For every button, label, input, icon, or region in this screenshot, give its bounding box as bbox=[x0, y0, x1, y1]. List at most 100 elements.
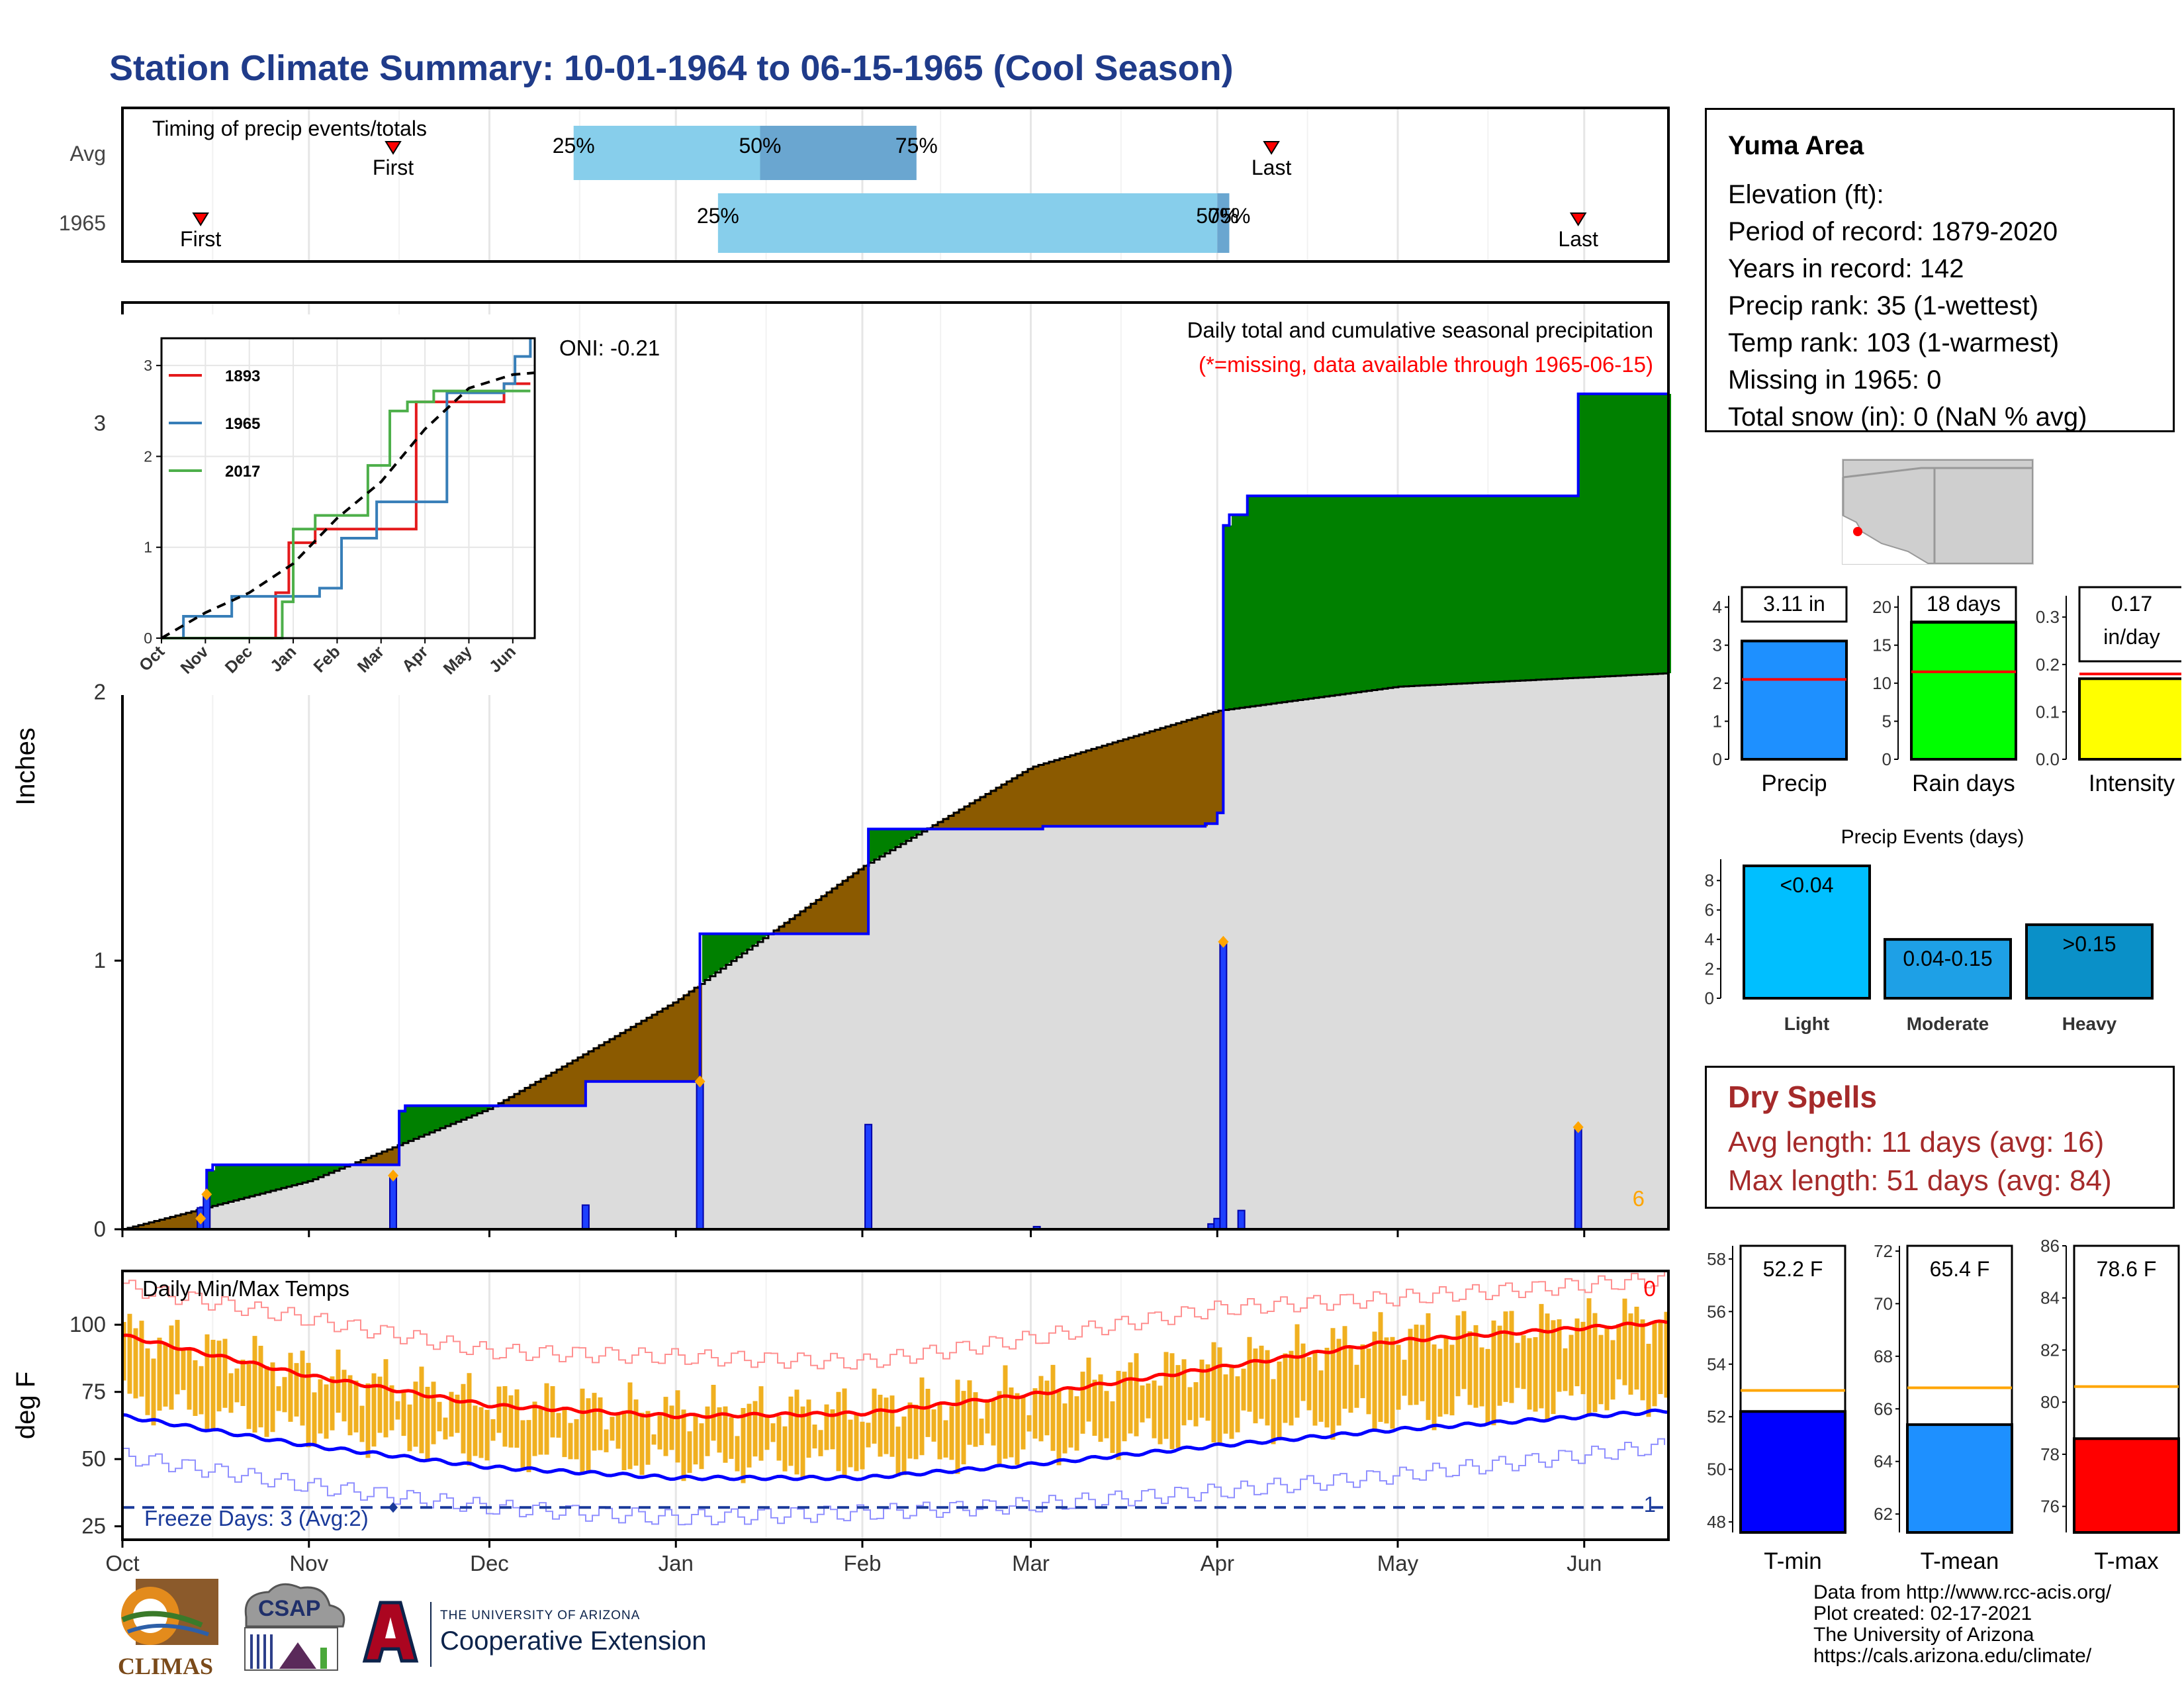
info-precip-rank: Precip rank: 35 (1-wettest) bbox=[1728, 291, 2039, 320]
above-average-area bbox=[202, 393, 1671, 1209]
summary-y-tick-label: 3 bbox=[1713, 635, 1722, 655]
precip-events-chart: Precip Events (days) 0 2 4 6 8 <0.04 Light 0.04… bbox=[1705, 826, 2154, 1034]
events-y-tick-label: 8 bbox=[1705, 870, 1714, 890]
events-bar-heavy bbox=[2025, 923, 2154, 1000]
summary-y-tick-label: 4 bbox=[1713, 597, 1722, 617]
temp-summary-category-label: T-mean bbox=[1921, 1548, 1999, 1574]
events-y-tick-label: 0 bbox=[1705, 988, 1714, 1008]
precip-ylabel: Inches bbox=[11, 727, 40, 806]
timing-bar-50-75 bbox=[1217, 193, 1230, 253]
summary-value-box bbox=[1741, 586, 1848, 623]
ua-divider bbox=[430, 1602, 432, 1667]
credits: Data from http://www.rcc-acis.org/ Plot … bbox=[1813, 1582, 2111, 1667]
x-tick-label: Apr bbox=[1201, 1551, 1234, 1575]
temp-summary-bars: 48 50 52 54 56 58 52.2 F T-min 62 64 66 68 70 72 65.4 … bbox=[1707, 1238, 2180, 1574]
timing-first-label: First bbox=[180, 227, 221, 251]
precip-y-tick-label: 1 bbox=[94, 948, 106, 972]
timing-p50-label: 50% bbox=[1196, 204, 1238, 228]
summary-y-tick-label: 10 bbox=[1872, 673, 1891, 693]
events-category-label: Heavy bbox=[2062, 1013, 2117, 1034]
season-cumulative-line bbox=[122, 392, 1668, 1231]
timing-bar-25-50 bbox=[573, 126, 760, 180]
temp-title: Daily Min/Max Temps bbox=[142, 1276, 349, 1301]
events-bar-label: 0.04-0.15 bbox=[1903, 947, 1992, 970]
normal-max-temp-line bbox=[122, 1319, 1668, 1419]
station-name: Yuma Area bbox=[1728, 131, 1864, 160]
ua-logo bbox=[361, 1599, 420, 1671]
summary-value-label: 3.11 in bbox=[1763, 592, 1825, 616]
summary-y-tick-label: 0.3 bbox=[2036, 607, 2060, 627]
info-missing: Missing in 1965: 0 bbox=[1728, 365, 1942, 395]
timing-p25-label: 25% bbox=[697, 204, 739, 228]
timing-last-label: Last bbox=[1558, 227, 1598, 251]
x-tick-label: Mar bbox=[1012, 1551, 1050, 1575]
temp-summary-y-tick-label: 56 bbox=[1707, 1301, 1726, 1321]
timing-bar-25-50 bbox=[717, 193, 1218, 253]
precip-y-tick-label: 0 bbox=[94, 1217, 106, 1241]
dry-spells-box: Dry Spells Avg length: 11 days (avg: 16)… bbox=[1705, 1066, 2175, 1209]
timing-first-label: First bbox=[373, 156, 414, 179]
info-period: Period of record: 1879-2020 bbox=[1728, 217, 2058, 246]
daily-precip-bar bbox=[864, 1123, 873, 1230]
temp-summary-y-tick-label: 66 bbox=[1874, 1399, 1893, 1419]
temp-summary-bar-t-min bbox=[1739, 1410, 1846, 1534]
daily-precip-marker bbox=[201, 1188, 212, 1201]
dry-spells-avg: Avg length: 11 days (avg: 16) bbox=[1728, 1126, 2105, 1158]
precip-events-title: Precip Events (days) bbox=[1841, 826, 2025, 848]
temp-summary-bar-t-max bbox=[2073, 1437, 2180, 1534]
temp-summary-y-tick-label: 58 bbox=[1707, 1249, 1726, 1269]
summary-value-label: in/day bbox=[2103, 625, 2160, 649]
temp-summary-y-tick-label: 72 bbox=[1874, 1241, 1893, 1261]
daily-precip-bar bbox=[696, 1080, 704, 1231]
x-tick-label: Feb bbox=[844, 1551, 882, 1575]
events-y-tick-label: 4 bbox=[1705, 929, 1714, 949]
timing-label: Timing of precip events/totals bbox=[152, 117, 427, 140]
events-bar-label: <0.04 bbox=[1780, 873, 1834, 897]
summary-y-tick-label: 1 bbox=[1713, 712, 1722, 731]
timing-row-avg-label: Avg bbox=[69, 142, 106, 165]
daily-precip-bar bbox=[1237, 1209, 1246, 1231]
info-years: Years in record: 142 bbox=[1728, 254, 1964, 283]
x-tick-label: Nov bbox=[289, 1551, 328, 1575]
credit-plot-created: Plot created: 02-17-2021 bbox=[1813, 1603, 2032, 1624]
summary-bar-precip bbox=[1741, 639, 1848, 761]
credit-url: https://cals.arizona.edu/climate/ bbox=[1813, 1645, 2092, 1667]
timing-row-1965-label: 1965 bbox=[59, 211, 106, 235]
x-tick-label: Dec bbox=[470, 1551, 509, 1575]
temp-summary-y-tick-label: 68 bbox=[1874, 1346, 1893, 1366]
inset-y-tick-label: 1 bbox=[144, 539, 152, 556]
freeze-day-marker bbox=[388, 1502, 398, 1513]
summary-y-tick-label: 0.2 bbox=[2036, 655, 2060, 675]
summary-y-tick-label: 0.0 bbox=[2036, 749, 2060, 769]
record-max-line bbox=[122, 1271, 1665, 1370]
station-info-box: Yuma Area Elevation (ft): Period of reco… bbox=[1705, 108, 2175, 432]
summary-value-box bbox=[2078, 586, 2181, 663]
timing-p75-label: 75% bbox=[895, 134, 938, 158]
climas-logo: CLIMAS bbox=[109, 1579, 222, 1679]
inset-legend-label: 1965 bbox=[225, 415, 260, 433]
x-tick-label: Jun bbox=[1567, 1551, 1602, 1575]
summary-bar-intensity bbox=[2078, 677, 2181, 761]
x-tick-label: Oct bbox=[105, 1551, 139, 1575]
inset-legend-label: 2017 bbox=[225, 463, 260, 481]
summary-category-label: Rain days bbox=[1912, 771, 2015, 796]
precip-subtitle: Daily total and cumulative seasonal prec… bbox=[1187, 318, 1653, 342]
daily-precip-marker bbox=[1572, 1121, 1584, 1133]
summary-y-tick-label: 2 bbox=[1713, 673, 1722, 693]
events-category-label: Moderate bbox=[1907, 1013, 1989, 1034]
temp-summary-y-tick-label: 76 bbox=[2040, 1497, 2060, 1517]
normal-min-temp-line bbox=[122, 1408, 1668, 1481]
csap-logo-text: CSAP bbox=[258, 1596, 321, 1621]
corner-count: 6 bbox=[1633, 1186, 1645, 1211]
timing-p25-label: 25% bbox=[553, 134, 595, 158]
temp-summary-y-tick-label: 82 bbox=[2040, 1340, 2060, 1360]
inset-y-tick-label: 3 bbox=[144, 357, 152, 374]
precip-y-tick-label: 2 bbox=[94, 679, 106, 704]
timing-first-marker bbox=[192, 212, 209, 226]
x-tick-label: May bbox=[1377, 1551, 1419, 1575]
page-title: Station Climate Summary: 10-01-1964 to 0… bbox=[109, 48, 1234, 88]
daily-temp-range-bars bbox=[121, 1298, 1669, 1483]
summary-category-label: Intensity bbox=[2089, 771, 2175, 796]
